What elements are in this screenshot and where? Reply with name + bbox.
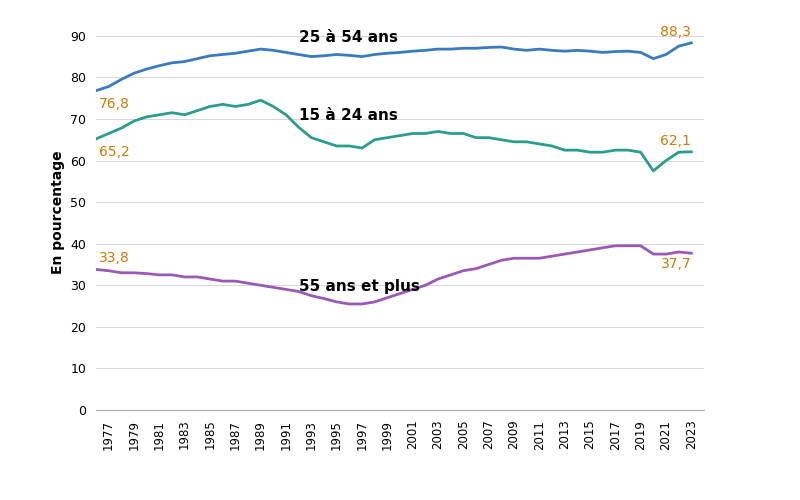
Text: 76,8: 76,8 — [98, 97, 130, 111]
Text: 62,1: 62,1 — [661, 134, 691, 147]
Text: 25 à 54 ans: 25 à 54 ans — [298, 30, 398, 45]
Text: 55 ans et plus: 55 ans et plus — [298, 279, 419, 294]
Text: 88,3: 88,3 — [661, 24, 691, 38]
Text: 33,8: 33,8 — [98, 252, 130, 266]
Y-axis label: En pourcentage: En pourcentage — [50, 150, 65, 274]
Text: 37,7: 37,7 — [661, 258, 691, 272]
Text: 65,2: 65,2 — [98, 145, 130, 159]
Text: 15 à 24 ans: 15 à 24 ans — [298, 108, 398, 123]
